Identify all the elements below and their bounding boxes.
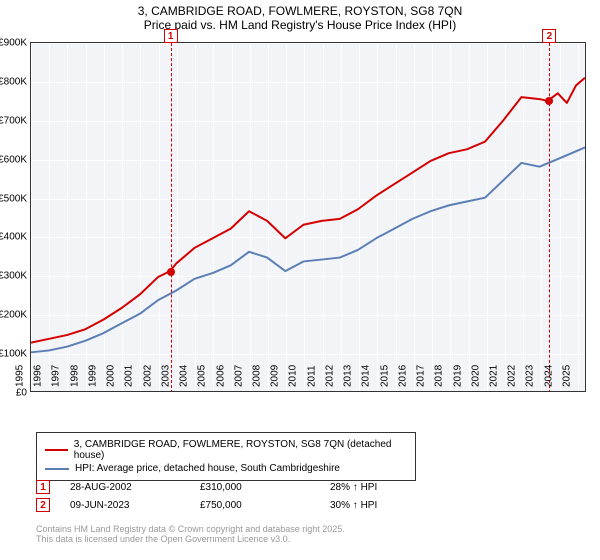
x-tick-label: 2009 [270, 365, 281, 391]
x-tick-label: 2016 [397, 365, 408, 391]
x-tick-label: 2023 [525, 365, 536, 391]
marker-dot [167, 268, 175, 276]
x-tick-label: 2021 [488, 365, 499, 391]
x-tick-label: 2005 [197, 365, 208, 391]
x-tick-label: 1999 [87, 365, 98, 391]
legend-item: 3, CAMBRIDGE ROAD, FOWLMERE, ROYSTON, SG… [45, 439, 407, 461]
x-tick-label: 2019 [452, 365, 463, 391]
x-tick-label: 2001 [124, 365, 135, 391]
x-tick-label: 2018 [434, 365, 445, 391]
x-tick-label: 1997 [51, 365, 62, 391]
y-tick-label: £700K [0, 115, 31, 126]
x-tick-label: 2025 [561, 365, 572, 391]
marker-box: 2 [36, 498, 50, 512]
table-cell-price: £310,000 [200, 482, 330, 493]
legend-swatch [45, 449, 68, 451]
marker-vline [549, 43, 550, 391]
y-tick-label: £900K [0, 38, 31, 49]
x-tick-label: 2007 [233, 365, 244, 391]
x-tick-label: 2015 [379, 365, 390, 391]
legend: 3, CAMBRIDGE ROAD, FOWLMERE, ROYSTON, SG… [36, 432, 416, 481]
legend-label: 3, CAMBRIDGE ROAD, FOWLMERE, ROYSTON, SG… [74, 439, 407, 461]
table-cell-date: 09-JUN-2023 [70, 500, 200, 511]
table-cell-delta: 30% ↑ HPI [330, 500, 460, 511]
series-line-hpi [31, 147, 585, 352]
attribution-footer: Contains HM Land Registry data © Crown c… [36, 524, 345, 544]
marker-box: 1 [36, 480, 50, 494]
y-tick-label: £400K [0, 232, 31, 243]
series-svg [31, 43, 585, 391]
y-tick-label: £200K [0, 310, 31, 321]
marker-box: 2 [542, 29, 556, 43]
footer-line1: Contains HM Land Registry data © Crown c… [36, 524, 345, 534]
x-tick-label: 2012 [324, 365, 335, 391]
marker-vline [171, 43, 172, 391]
x-tick-label: 2017 [416, 365, 427, 391]
x-tick-label: 2008 [251, 365, 262, 391]
x-tick-label: 2020 [470, 365, 481, 391]
y-tick-label: £100K [0, 349, 31, 360]
x-tick-label: 2004 [179, 365, 190, 391]
legend-swatch [45, 468, 69, 470]
marker-data-table: 1 28-AUG-2002£310,00028% ↑ HPI 2 09-JUN-202… [36, 478, 460, 514]
x-tick-label: 2022 [507, 365, 518, 391]
x-tick-label: 2011 [306, 365, 317, 391]
line-chart: £0£100K£200K£300K£400K£500K£600K£700K£80… [30, 42, 586, 392]
table-row: 1 28-AUG-2002£310,00028% ↑ HPI [36, 478, 460, 496]
table-row: 2 09-JUN-2023£750,00030% ↑ HPI [36, 496, 460, 514]
y-tick-label: £500K [0, 193, 31, 204]
x-tick-label: 2024 [543, 365, 554, 391]
table-cell-date: 28-AUG-2002 [70, 482, 200, 493]
footer-line2: This data is licensed under the Open Gov… [36, 534, 345, 544]
table-cell-price: £750,000 [200, 500, 330, 511]
x-tick-label: 2014 [361, 365, 372, 391]
x-tick-label: 2002 [142, 365, 153, 391]
title-line1: 3, CAMBRIDGE ROAD, FOWLMERE, ROYSTON, SG… [0, 4, 600, 18]
x-tick-label: 1996 [33, 365, 44, 391]
table-cell-delta: 28% ↑ HPI [330, 482, 460, 493]
x-tick-label: 2003 [160, 365, 171, 391]
x-tick-label: 1998 [69, 365, 80, 391]
legend-item: HPI: Average price, detached house, Sout… [45, 463, 407, 474]
y-tick-label: £800K [0, 76, 31, 87]
y-tick-label: £300K [0, 271, 31, 282]
chart-title: 3, CAMBRIDGE ROAD, FOWLMERE, ROYSTON, SG… [0, 4, 600, 32]
x-tick-label: 1995 [15, 365, 26, 391]
legend-label: HPI: Average price, detached house, Sout… [75, 463, 340, 474]
x-tick-label: 2010 [288, 365, 299, 391]
marker-box: 1 [164, 29, 178, 43]
y-tick-label: £600K [0, 154, 31, 165]
series-line-property [31, 78, 585, 343]
title-line2: Price paid vs. HM Land Registry's House … [0, 18, 600, 32]
marker-dot [545, 97, 553, 105]
x-tick-label: 2013 [343, 365, 354, 391]
x-tick-label: 2006 [215, 365, 226, 391]
x-tick-label: 2000 [106, 365, 117, 391]
